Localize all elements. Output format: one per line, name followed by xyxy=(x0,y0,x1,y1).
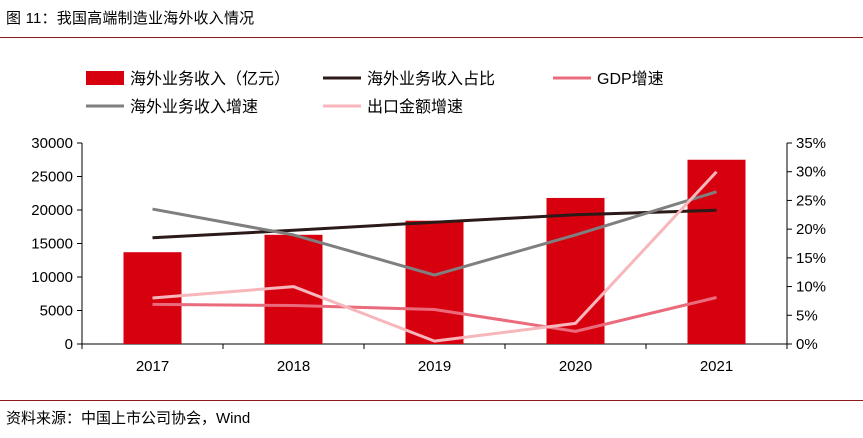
left-tick-label: 5000 xyxy=(40,303,73,320)
bar xyxy=(687,159,746,344)
legend-label: 出口金额增速 xyxy=(367,98,463,116)
left-tick-label: 25000 xyxy=(31,169,73,186)
bar xyxy=(405,220,464,344)
x-tick-label: 2019 xyxy=(418,358,451,375)
bar xyxy=(123,252,182,344)
right-tick-label: 10% xyxy=(796,279,826,296)
right-tick-label: 30% xyxy=(796,164,826,181)
legend-swatch xyxy=(86,71,124,85)
line-series-海外业务收入占比 xyxy=(152,208,717,240)
axes: 0 5000 10000 15000 20000 25000 30000 0% 5% 10% 15%… xyxy=(31,135,826,375)
right-tick-label: 25% xyxy=(796,192,826,209)
right-tick-label: 5% xyxy=(796,307,818,324)
top-rule xyxy=(0,37,863,38)
legend-label: 海外业务收入占比 xyxy=(367,70,495,88)
line-series-出口金额增速 xyxy=(152,170,718,343)
left-tick-label: 10000 xyxy=(31,269,73,286)
left-tick-label: 15000 xyxy=(31,236,73,253)
bar xyxy=(546,197,605,344)
right-tick-label: 20% xyxy=(796,221,826,238)
source-note: 资料来源：中国上市公司协会，Wind xyxy=(6,410,251,427)
left-tick-label: 30000 xyxy=(31,135,73,152)
left-tick-label: 20000 xyxy=(31,202,73,219)
bottom-rule xyxy=(0,400,863,401)
x-tick-label: 2021 xyxy=(700,358,733,375)
x-tick-label: 2017 xyxy=(136,358,169,375)
legend-label: 海外业务收入（亿元） xyxy=(130,70,290,88)
legend-label: 海外业务收入增速 xyxy=(130,98,258,116)
left-tick-label: 0 xyxy=(65,336,73,353)
right-tick-label: 0% xyxy=(796,336,818,353)
line-series-海外业务收入增速 xyxy=(152,190,717,277)
figure-title: 图 11：我国高端制造业海外收入情况 xyxy=(6,10,255,27)
right-tick-label: 35% xyxy=(796,135,826,152)
line-series xyxy=(152,170,718,343)
line-series-GDP增速 xyxy=(152,296,717,333)
legend-label: GDP增速 xyxy=(597,70,664,88)
right-tick-label: 15% xyxy=(796,250,826,267)
x-tick-label: 2020 xyxy=(559,358,592,375)
bar-series xyxy=(123,159,746,344)
x-tick-label: 2018 xyxy=(277,358,310,375)
